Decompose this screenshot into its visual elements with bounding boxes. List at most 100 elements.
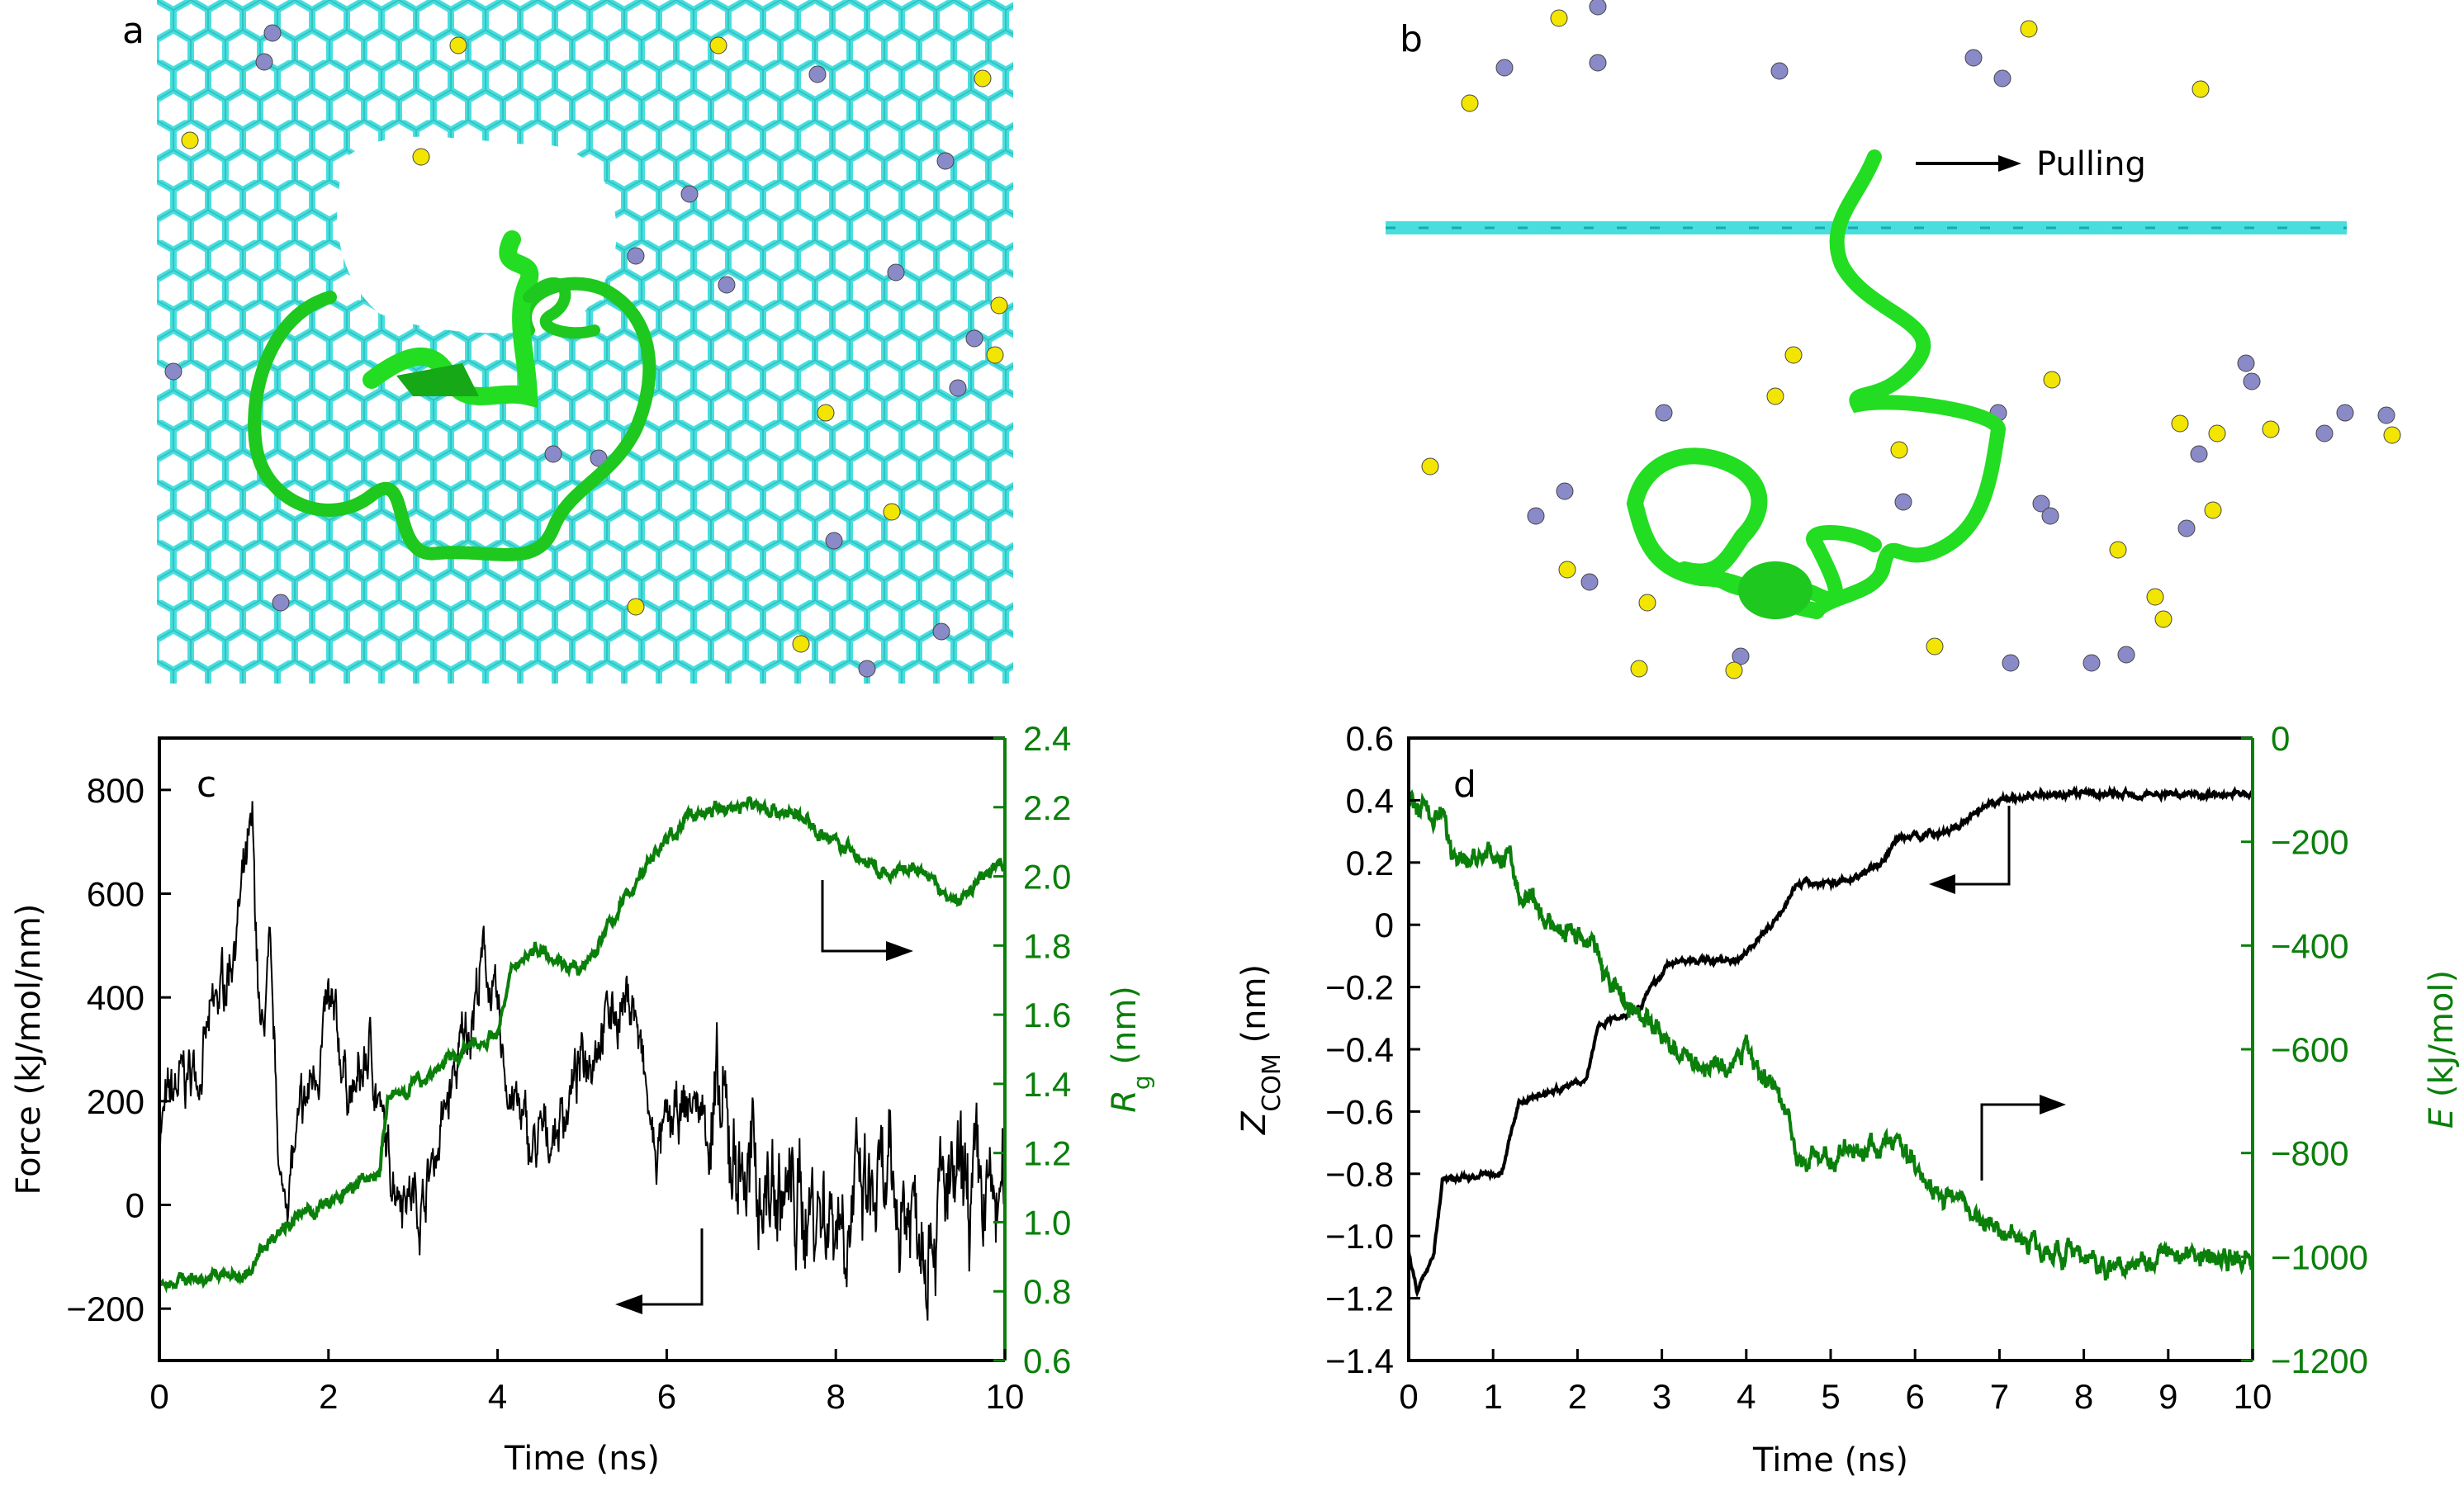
- ion-yellow: [1784, 346, 1803, 364]
- panel-label-a: a: [122, 10, 145, 52]
- y2-tick-label: 1.0: [1023, 1203, 1071, 1242]
- ion-yellow: [1461, 94, 1479, 112]
- ion-yellow: [709, 36, 727, 54]
- ion-yellow: [2204, 501, 2222, 519]
- panel-label-d: d: [1453, 764, 1476, 806]
- ion-yellow: [181, 131, 199, 149]
- y2-tick-label: 2.0: [1023, 858, 1071, 897]
- peptide-ribbon-a: [248, 230, 656, 561]
- ion-purple: [272, 594, 290, 612]
- ion-purple: [1556, 482, 1574, 500]
- ion-yellow: [2192, 80, 2210, 98]
- ion-purple: [2377, 406, 2395, 424]
- x-tick-label: 10: [2234, 1377, 2272, 1416]
- ion-yellow: [883, 503, 901, 521]
- ion-purple: [2032, 495, 2050, 513]
- y2-tick-label: 1.6: [1023, 996, 1071, 1034]
- x-tick-label: 6: [657, 1377, 676, 1416]
- ion-purple: [718, 276, 736, 294]
- chart-d-arrow-left: [1929, 806, 2011, 894]
- x-tick-label: 5: [1821, 1377, 1840, 1416]
- y-tick-label: −1.2: [1325, 1280, 1394, 1318]
- ion-purple: [1732, 647, 1750, 665]
- ion-purple: [2237, 354, 2255, 372]
- ion-purple: [1894, 493, 1912, 511]
- series-line-primary: [1409, 784, 2253, 1298]
- panel-label-c: c: [197, 764, 216, 806]
- ion-yellow: [1550, 9, 1568, 27]
- ion-yellow: [1766, 387, 1784, 405]
- graphene-pore: [337, 136, 617, 334]
- y-tick-label: −0.8: [1325, 1155, 1394, 1194]
- ion-yellow: [412, 148, 430, 166]
- ion-purple: [1580, 573, 1599, 591]
- ion-yellow: [2208, 424, 2226, 442]
- ion-yellow: [990, 296, 1008, 315]
- graphene-edge-rod: [1386, 221, 2347, 234]
- x-tick-label: 0: [1399, 1377, 1418, 1416]
- x-tick-label: 8: [827, 1377, 846, 1416]
- ion-purple: [2177, 519, 2196, 537]
- y-tick-label: 0.6: [1346, 719, 1394, 758]
- y-tick-label: 600: [87, 875, 145, 914]
- ions-b: [1421, 0, 2401, 679]
- ion-yellow: [2262, 420, 2280, 438]
- axes-frame: [158, 736, 1005, 1362]
- ion-purple: [590, 449, 608, 467]
- panel-a-graphene-render: [157, 0, 1013, 684]
- panel-b-pulling-render: Pulling: [1386, 0, 2401, 679]
- pulling-label: Pulling: [2036, 145, 2146, 183]
- x-tick-label: 2: [1568, 1377, 1587, 1416]
- ion-purple: [932, 622, 950, 641]
- ion-purple: [858, 660, 876, 678]
- ion-purple: [1655, 404, 1673, 422]
- y-tick-label: −0.4: [1325, 1030, 1394, 1069]
- ion-purple: [949, 379, 967, 397]
- chart-d-ylabel: ZCOM (nm): [1235, 964, 1286, 1135]
- y2-tick-label: 0.8: [1023, 1272, 1071, 1311]
- chart-d-y2label: E (kJ/mol): [2423, 970, 2461, 1129]
- ion-purple: [1964, 49, 1983, 67]
- y-tick-label: 0: [126, 1186, 145, 1225]
- chart-c: 0 2 4 6 8 10 −200 0 200 400 600 800 0.6 0.8 1.0 1.2 1.4 1…: [66, 719, 1071, 1416]
- ion-purple: [2243, 372, 2261, 390]
- chart-c-arrow-left: [615, 1228, 704, 1314]
- ion-yellow: [792, 635, 810, 653]
- ion-yellow: [1890, 441, 1908, 459]
- x-tick-label: 9: [2158, 1377, 2177, 1416]
- y-tick-label: 800: [87, 771, 145, 810]
- x-tick-label: 2: [319, 1377, 338, 1416]
- y-tick-label: −1.0: [1325, 1217, 1394, 1256]
- ion-purple: [936, 152, 955, 170]
- y-tick-label: 400: [87, 978, 145, 1017]
- ion-purple: [255, 53, 273, 71]
- y2-tick-label: −1000: [2271, 1238, 2368, 1276]
- series-line-secondary: [159, 796, 1005, 1294]
- ion-purple: [1993, 69, 2011, 88]
- series-line-primary: [159, 801, 1005, 1321]
- chart-c-y2label: Rg (nm): [1106, 986, 1155, 1113]
- ion-purple: [1589, 54, 1607, 72]
- ion-yellow: [2146, 588, 2164, 606]
- x-tick-label: 3: [1652, 1377, 1671, 1416]
- y2-tick-label: −600: [2271, 1030, 2349, 1069]
- ion-purple: [627, 247, 645, 265]
- ion-yellow: [1725, 661, 1743, 679]
- y2-tick-label: −1200: [2271, 1342, 2368, 1380]
- ion-purple: [2315, 424, 2334, 442]
- ion-purple: [263, 24, 282, 42]
- ion-purple: [2336, 404, 2354, 422]
- chart-c-ylabel: Force (kJ/mol/nm): [10, 904, 48, 1195]
- y-tick-label: 0: [1375, 906, 1394, 944]
- panel-label-b: b: [1400, 18, 1423, 60]
- y2-tick-label: 2.4: [1023, 719, 1071, 758]
- chart-c-xlabel: Time (ns): [504, 1440, 660, 1478]
- ion-purple: [1527, 507, 1545, 525]
- y-tick-label: 200: [87, 1082, 145, 1121]
- ions-a: [164, 24, 1008, 678]
- ion-purple: [825, 532, 843, 550]
- ion-purple: [808, 65, 827, 83]
- y-tick-label: −0.6: [1325, 1092, 1394, 1131]
- ion-yellow: [1558, 561, 1576, 579]
- pulling-arrow: [1916, 155, 2021, 172]
